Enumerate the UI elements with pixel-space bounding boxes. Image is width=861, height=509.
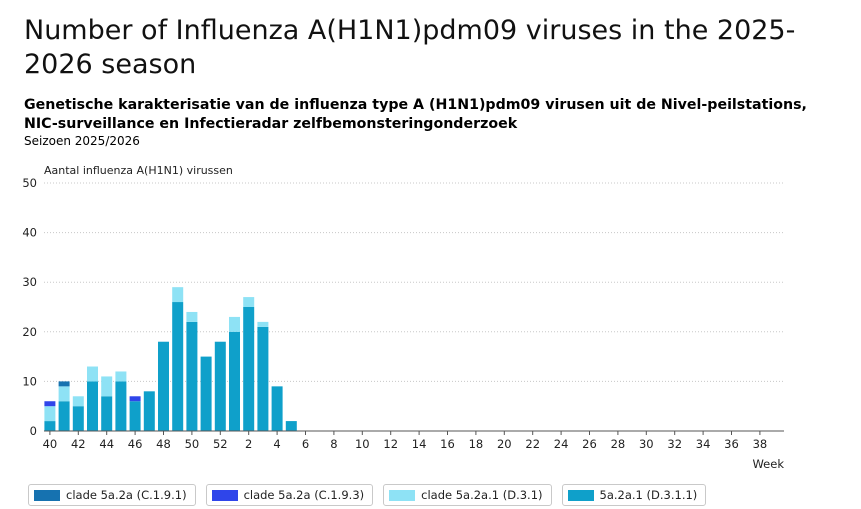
x-tick-label: 14 bbox=[412, 437, 427, 451]
bar-segment[interactable] bbox=[285, 421, 297, 431]
bar-segment[interactable] bbox=[158, 341, 169, 431]
x-tick-label: 22 bbox=[525, 437, 540, 451]
bar-segment[interactable] bbox=[186, 311, 198, 322]
x-tick-label: 52 bbox=[213, 437, 228, 451]
x-tick-label: 38 bbox=[753, 437, 768, 451]
bar-segment[interactable] bbox=[58, 401, 70, 431]
x-tick-label: 24 bbox=[554, 437, 569, 451]
bar-segment[interactable] bbox=[172, 302, 184, 431]
y-tick-label: 40 bbox=[22, 226, 37, 240]
x-tick-label: 34 bbox=[696, 437, 711, 451]
bar-segment[interactable] bbox=[87, 366, 98, 382]
bar-segment[interactable] bbox=[186, 321, 198, 431]
season-label: Seizoen 2025/2026 bbox=[24, 134, 140, 148]
bar-segment[interactable] bbox=[115, 381, 127, 431]
bar-segment[interactable] bbox=[58, 386, 70, 402]
x-tick-label: 28 bbox=[611, 437, 626, 451]
x-tick-label: 46 bbox=[128, 437, 143, 451]
y-tick-label: 30 bbox=[22, 275, 37, 289]
bar-segment[interactable] bbox=[229, 331, 240, 431]
legend-label: 5a.2a.1 (D.3.1.1) bbox=[599, 488, 698, 502]
y-tick-label: 10 bbox=[22, 374, 37, 388]
legend-swatch bbox=[567, 489, 594, 501]
x-axis-label: Week bbox=[752, 457, 784, 471]
x-tick-label: 16 bbox=[440, 437, 455, 451]
legend-label: clade 5a.2a (C.1.9.1) bbox=[66, 488, 187, 502]
bar-segment[interactable] bbox=[101, 396, 113, 431]
bar-chart: Aantal influenza A(H1N1) virussen 0 10 20 3… bbox=[22, 164, 784, 471]
legend-label: clade 5a.2a (C.1.9.3) bbox=[243, 488, 365, 502]
legend-item-d31[interactable]: clade 5a.2a.1 (D.3.1) bbox=[383, 484, 552, 506]
chart-subtitle: Genetische karakterisatie van de influen… bbox=[24, 97, 807, 132]
bar-segment[interactable] bbox=[101, 376, 113, 397]
y-tick-label: 20 bbox=[22, 325, 37, 339]
y-tick-label: 50 bbox=[22, 176, 37, 190]
x-tick-label: 32 bbox=[667, 437, 682, 451]
bar-segment[interactable] bbox=[214, 341, 226, 431]
legend-swatch bbox=[389, 489, 416, 501]
x-tick-label: 50 bbox=[185, 437, 200, 451]
bar-segment[interactable] bbox=[58, 381, 70, 387]
x-tick-label: 44 bbox=[99, 437, 114, 451]
bar-segment[interactable] bbox=[271, 386, 283, 431]
x-tick-label: 40 bbox=[43, 437, 58, 451]
x-tick-label: 18 bbox=[469, 437, 484, 451]
x-tick-label: 48 bbox=[156, 437, 171, 451]
bar-segment[interactable] bbox=[129, 396, 141, 402]
bar-segment[interactable] bbox=[143, 391, 155, 431]
x-tick-label: 6 bbox=[302, 437, 309, 451]
page-title: Number of Influenza A(H1N1)pdm09 viruses… bbox=[24, 15, 796, 80]
bar-segment[interactable] bbox=[229, 316, 240, 332]
bar-segment[interactable] bbox=[257, 326, 269, 431]
legend-item-c191[interactable]: clade 5a.2a (C.1.9.1) bbox=[28, 484, 196, 506]
bar-segment[interactable] bbox=[44, 406, 56, 422]
bar-segment[interactable] bbox=[200, 356, 212, 431]
bar-segment[interactable] bbox=[44, 421, 56, 431]
legend-swatch bbox=[34, 489, 60, 501]
x-tick-label: 4 bbox=[273, 437, 280, 451]
x-tick-label: 12 bbox=[383, 437, 398, 451]
x-tick-label: 42 bbox=[71, 437, 86, 451]
legend-item-d311[interactable]: 5a.2a.1 (D.3.1.1) bbox=[561, 484, 707, 506]
x-tick-label: 20 bbox=[497, 437, 512, 451]
bar-segment[interactable] bbox=[44, 401, 56, 407]
bar-segment[interactable] bbox=[115, 371, 127, 382]
y-axis-label: Aantal influenza A(H1N1) virussen bbox=[44, 164, 233, 177]
x-tick-label: 10 bbox=[355, 437, 370, 451]
bar-segment[interactable] bbox=[243, 297, 255, 307]
bar-segment[interactable] bbox=[257, 321, 269, 327]
x-tick-label: 26 bbox=[582, 437, 597, 451]
x-tick-label: 36 bbox=[724, 437, 739, 451]
x-tick-label: 2 bbox=[245, 437, 252, 451]
legend-item-c193[interactable]: clade 5a.2a (C.1.9.3) bbox=[205, 484, 374, 506]
bar-segment[interactable] bbox=[129, 401, 141, 431]
x-tick-label: 8 bbox=[330, 437, 337, 451]
legend-label: clade 5a.2a.1 (D.3.1) bbox=[421, 488, 543, 502]
bar-segment[interactable] bbox=[243, 307, 255, 431]
bar-segment[interactable] bbox=[172, 287, 184, 303]
y-tick-label: 0 bbox=[30, 424, 37, 438]
bar-segment[interactable] bbox=[72, 406, 84, 431]
x-tick-label: 30 bbox=[639, 437, 654, 451]
bar-segment[interactable] bbox=[72, 396, 84, 407]
bar-segment[interactable] bbox=[87, 381, 98, 431]
legend: clade 5a.2a (C.1.9.1) clade 5a.2a (C.1.9… bbox=[28, 484, 707, 506]
legend-swatch bbox=[211, 489, 238, 501]
